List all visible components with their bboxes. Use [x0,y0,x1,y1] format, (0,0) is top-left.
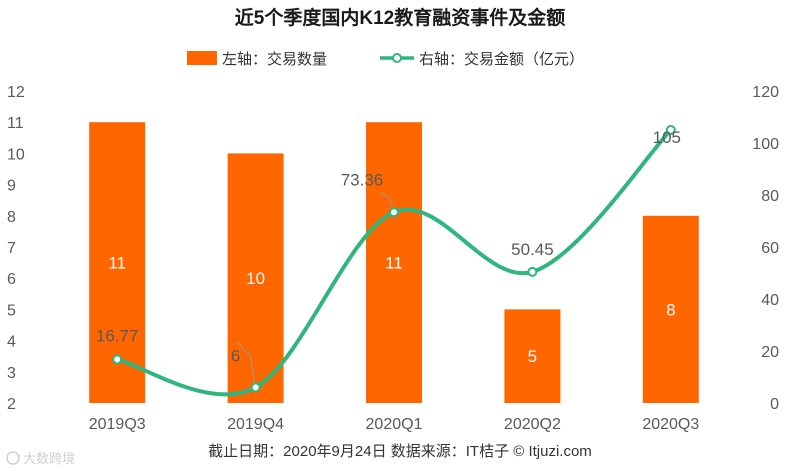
legend-label-line: 右轴：交易金额（亿元） [419,50,584,68]
source-note: 截止日期：2020年9月24日 数据来源：IT桔子 © Itjuzi.com [208,443,592,460]
x-tick-label: 2020Q3 [642,416,699,433]
bar [504,309,561,403]
left-axis: 2 3 4 5 6 7 8 9 10 11 12 [7,84,25,413]
left-tick-label: 5 [7,302,16,319]
x-tick-label: 2019Q4 [227,416,284,433]
bar-value-label: 10 [246,269,265,288]
bar-value-label: 11 [385,254,403,273]
bar-value-label: 5 [528,347,537,366]
line-value-label: 50.45 [511,240,554,259]
chart-title: 近5个季度国内K12教育融资事件及金额 [235,6,565,29]
left-tick-label: 9 [7,178,16,195]
x-tick-label: 2020Q1 [366,416,423,433]
line-value-label: 16.77 [96,326,139,345]
line-value-label: 73.36 [341,170,384,189]
left-tick-label: 6 [7,271,16,288]
bar-value-label: 8 [666,300,675,319]
legend-label-bars: 左轴：交易数量 [222,50,327,68]
right-axis: 0 20 40 60 80 100 120 [752,84,779,413]
bar [366,122,422,403]
left-tick-label: 11 [7,115,24,132]
left-tick-label: 7 [7,240,16,257]
bar-value-label: 11 [108,254,126,273]
right-tick-label: 0 [770,396,779,413]
legend: 左轴：交易数量 右轴：交易金额（亿元） [187,50,584,68]
right-tick-label: 40 [761,292,779,309]
line-point [389,207,399,218]
x-tick-label: 2019Q3 [89,416,146,433]
watermark-logo-icon [6,451,20,465]
left-tick-label: 10 [7,146,25,163]
line-point [665,125,676,135]
x-tick-label: 2020Q2 [504,416,561,433]
legend-marker-line [392,53,402,63]
watermark-text: 大数跨境 [23,451,75,466]
right-tick-label: 120 [752,84,779,101]
left-tick-label: 2 [7,396,16,413]
bar [227,153,284,403]
x-axis: 2019Q3 2019Q4 2020Q1 2020Q2 2020Q3 [89,416,700,433]
bar [642,215,699,403]
right-tick-label: 60 [761,240,779,257]
watermark: 大数跨境 [6,451,75,466]
left-tick-label: 8 [7,209,16,226]
right-tick-label: 100 [752,136,779,153]
right-tick-label: 20 [761,344,779,361]
label-leader [237,342,257,388]
bar-series: 11 10 11 5 8 [89,122,699,403]
left-tick-label: 12 [7,84,25,101]
legend-swatch-bars [187,51,217,65]
line-point [250,382,261,393]
left-tick-label: 4 [7,334,16,351]
line-value-label: 105 [653,128,681,147]
line-value-label: 6 [231,346,240,365]
line-point [527,266,538,277]
right-tick-label: 80 [761,188,779,205]
left-tick-label: 3 [7,365,16,382]
line-point [112,354,123,365]
